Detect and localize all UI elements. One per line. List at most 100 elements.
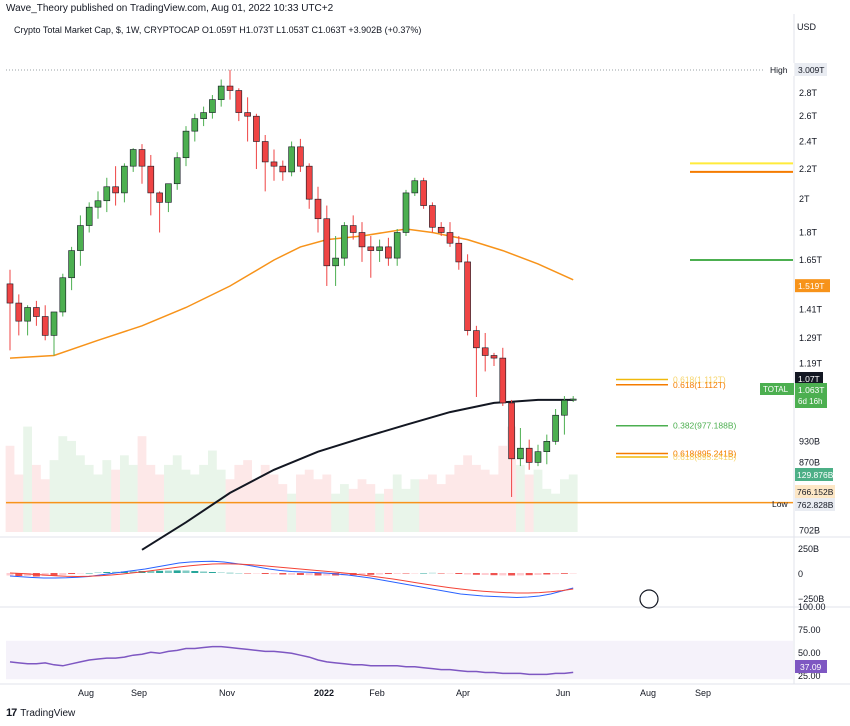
volume-badge xyxy=(795,468,833,481)
candle-body xyxy=(6,283,14,304)
macd-histogram-bar xyxy=(217,572,225,573)
volume-bar xyxy=(172,455,182,532)
volume-bar xyxy=(128,464,138,532)
candle-body xyxy=(314,198,322,220)
volume-bar xyxy=(49,460,59,532)
volume-bar xyxy=(181,469,191,532)
candle-body xyxy=(138,149,146,167)
crossover-highlight-circle xyxy=(639,589,659,609)
candle-body xyxy=(165,183,172,203)
macd-histogram-bar xyxy=(455,573,463,574)
price-tick-label: 702B xyxy=(799,525,820,535)
signal-line xyxy=(9,563,574,594)
candle-body xyxy=(59,277,67,313)
candle-body xyxy=(349,225,357,233)
high-value: 3.009T xyxy=(798,65,824,75)
support-badge xyxy=(795,485,835,498)
candle-body xyxy=(68,250,75,279)
candle-body xyxy=(464,261,471,331)
volume-bar xyxy=(252,479,261,532)
fib-label: 0.618(1.112T) xyxy=(673,380,726,390)
volume-bar xyxy=(463,455,472,532)
macd-histogram-bar xyxy=(59,573,67,575)
volume-bar xyxy=(366,484,376,532)
macd-histogram-bar xyxy=(499,573,507,576)
volume-bar xyxy=(542,488,552,532)
candle-body xyxy=(446,232,454,244)
macd-histogram-bar xyxy=(200,571,208,573)
volume-bar xyxy=(32,464,41,532)
volume-bar xyxy=(357,479,367,532)
volume-bar xyxy=(58,436,68,532)
candle-body xyxy=(147,165,155,194)
macd-tick-label: 0 xyxy=(798,569,803,579)
candle-body xyxy=(156,192,163,203)
macd-histogram-bar xyxy=(472,573,480,575)
volume-bar xyxy=(498,445,508,532)
volume-bar xyxy=(137,436,147,532)
price-tick-label: 1.29T xyxy=(799,333,823,343)
price-tick-label: 1.65T xyxy=(799,255,823,265)
macd-histogram-bar xyxy=(490,573,498,576)
candle-body xyxy=(429,205,436,228)
candle-body xyxy=(499,357,507,404)
volume-bar xyxy=(208,450,217,532)
publisher-line: Wave_Theory published on TradingView.com… xyxy=(6,3,334,14)
volume-bar xyxy=(560,479,569,532)
macd-histogram-bar xyxy=(323,573,331,576)
ma200-value: 1.07T xyxy=(798,374,820,384)
macd-histogram-bar xyxy=(15,573,23,576)
price-tick-label: 930B xyxy=(799,436,820,446)
total-value: 1.063T xyxy=(798,385,824,395)
macd-histogram-bar xyxy=(428,572,436,574)
candle-body xyxy=(376,246,383,251)
candle-body xyxy=(173,157,181,185)
volume-bar xyxy=(331,493,340,532)
ma200-badge xyxy=(795,372,823,385)
volume-bar xyxy=(436,484,446,532)
candle-body xyxy=(525,447,533,463)
macd-histogram-bar xyxy=(358,573,366,575)
volume-bar xyxy=(551,493,560,532)
low-value: 762.828B xyxy=(797,500,834,510)
macd-histogram-bar xyxy=(411,573,419,574)
macd-histogram-bar xyxy=(464,573,472,575)
candle-countdown: 6d 16h xyxy=(798,397,822,406)
volume-bar xyxy=(67,440,76,532)
high-label: High xyxy=(770,65,788,75)
price-tick-label: 2.6T xyxy=(799,111,818,121)
candle-body xyxy=(358,232,366,248)
macd-histogram-bar xyxy=(552,573,560,575)
volume-bar xyxy=(164,464,173,532)
volume-bar xyxy=(348,488,358,532)
macd-histogram-bar xyxy=(191,571,199,573)
candle-body xyxy=(552,414,559,442)
volume-bar xyxy=(304,469,314,532)
volume-bar xyxy=(102,460,112,532)
price-tick-label: 2T xyxy=(799,194,810,204)
macd-histogram-bar xyxy=(393,573,401,574)
macd-histogram-bar xyxy=(244,573,252,574)
candle-body xyxy=(490,355,498,359)
tradingview-logo[interactable]: 17 TradingView xyxy=(6,707,75,719)
volume-bar xyxy=(23,426,32,532)
volume-bar xyxy=(516,464,525,532)
rsi-band xyxy=(6,640,793,680)
volume-bar xyxy=(40,479,50,532)
macd-histogram-bar xyxy=(525,573,533,576)
macd-histogram-bar xyxy=(384,573,392,574)
time-tick-label: 2022 xyxy=(314,688,334,698)
candle-body xyxy=(24,307,31,322)
macd-histogram-bar xyxy=(129,571,137,573)
low-label: Low xyxy=(772,499,788,509)
candle-body xyxy=(235,90,243,113)
macd-histogram-bar xyxy=(296,573,304,575)
candle-body xyxy=(270,161,278,167)
macd-histogram-bar xyxy=(279,573,287,575)
macd-histogram-bar xyxy=(270,573,278,575)
volume-bar xyxy=(146,464,156,532)
volume-bar xyxy=(234,464,244,532)
currency-label: USD xyxy=(797,22,817,32)
macd-histogram-bar xyxy=(516,573,524,576)
